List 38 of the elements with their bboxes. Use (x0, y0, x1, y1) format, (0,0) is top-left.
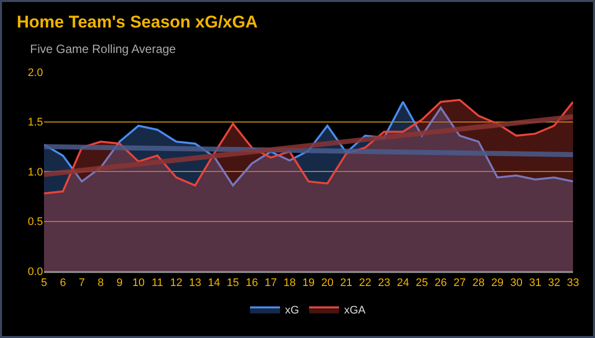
x-tick-label: 13 (189, 277, 202, 290)
x-tick-label: 33 (566, 277, 580, 290)
x-tick-label: 19 (302, 277, 315, 290)
x-tick-label: 24 (396, 277, 410, 290)
x-tick-label: 8 (98, 277, 104, 290)
x-tick-label: 16 (246, 277, 258, 290)
x-tick-label: 11 (152, 277, 164, 290)
x-tick-label: 12 (170, 277, 182, 290)
x-tick-label: 31 (529, 277, 542, 290)
x-tick-label: 32 (548, 277, 560, 290)
x-tick-label: 22 (359, 277, 372, 290)
x-tick-label: 14 (208, 277, 220, 290)
x-tick-label: 18 (283, 277, 296, 290)
x-tick-label: 21 (340, 277, 352, 290)
legend-label: xG (285, 304, 300, 317)
x-tick-label: 6 (60, 277, 66, 290)
chart-title: Home Team's Season xG/xGA (16, 12, 258, 32)
x-tick-label: 25 (416, 277, 428, 290)
x-tick-label: 5 (40, 277, 48, 290)
x-tick-label: 23 (378, 277, 390, 290)
y-tick-label: 0.0 (28, 266, 43, 278)
x-tick-label: 29 (491, 277, 504, 290)
x-tick-label: 27 (454, 277, 466, 290)
legend-label: xGA (344, 304, 366, 317)
x-tick-label: 26 (434, 277, 447, 290)
x-tick-label: 15 (226, 277, 240, 290)
y-tick-label: 0.5 (28, 216, 43, 228)
y-tick-label: 1.0 (28, 166, 43, 178)
chart-subtitle: Five Game Rolling Average (30, 42, 176, 56)
x-tick-label: 17 (264, 277, 277, 290)
x-tick-label: 9 (116, 277, 123, 290)
x-tick-label: 30 (510, 277, 522, 290)
y-tick-label: 2.0 (28, 66, 43, 79)
x-tick-label: 20 (321, 277, 334, 290)
x-tick-label: 7 (78, 277, 85, 290)
y-tick-label: 1.5 (28, 116, 43, 129)
x-tick-label: 28 (472, 277, 485, 290)
x-tick-label: 10 (132, 277, 145, 290)
